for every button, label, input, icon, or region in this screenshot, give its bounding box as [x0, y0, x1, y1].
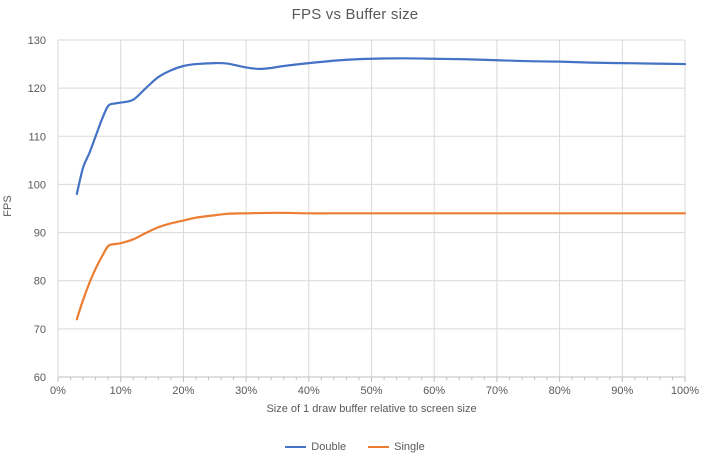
- y-tick-label: 120: [28, 83, 46, 95]
- y-tick-label: 60: [34, 372, 46, 384]
- x-tick-label: 0%: [50, 385, 66, 397]
- x-tick-label: 70%: [486, 385, 508, 397]
- y-tick-label: 110: [28, 131, 46, 143]
- double-series-swatch: [285, 446, 307, 448]
- y-axis-title: FPS: [2, 195, 14, 217]
- legend-item-single: Single: [368, 441, 425, 453]
- y-tick-label: 130: [28, 35, 46, 47]
- legend-label-double: Double: [311, 441, 347, 453]
- x-tick-label: 60%: [423, 385, 445, 397]
- x-tick-label: 50%: [360, 385, 382, 397]
- x-tick-label: 10%: [110, 385, 132, 397]
- y-tick-label: 80: [34, 276, 46, 288]
- legend-label-single: Single: [394, 441, 425, 453]
- x-tick-label: 40%: [298, 385, 320, 397]
- y-tick-label: 70: [34, 324, 46, 336]
- x-tick-label: 100%: [671, 385, 699, 397]
- x-tick-label: 80%: [549, 385, 571, 397]
- series-line-double: [75, 57, 687, 196]
- legend-item-double: Double: [285, 441, 346, 453]
- legend: Double Single: [0, 441, 710, 453]
- series-line-single: [75, 211, 687, 321]
- x-tick-label: 90%: [611, 385, 633, 397]
- chart-title: FPS vs Buffer size: [291, 6, 419, 23]
- y-tick-label: 90: [34, 228, 46, 240]
- single-series-swatch: [368, 446, 390, 448]
- x-tick-label: 20%: [172, 385, 194, 397]
- y-tick-label: 100: [28, 179, 46, 191]
- x-axis-title: Size of 1 draw buffer relative to screen…: [266, 403, 477, 415]
- x-tick-label: 30%: [235, 385, 257, 397]
